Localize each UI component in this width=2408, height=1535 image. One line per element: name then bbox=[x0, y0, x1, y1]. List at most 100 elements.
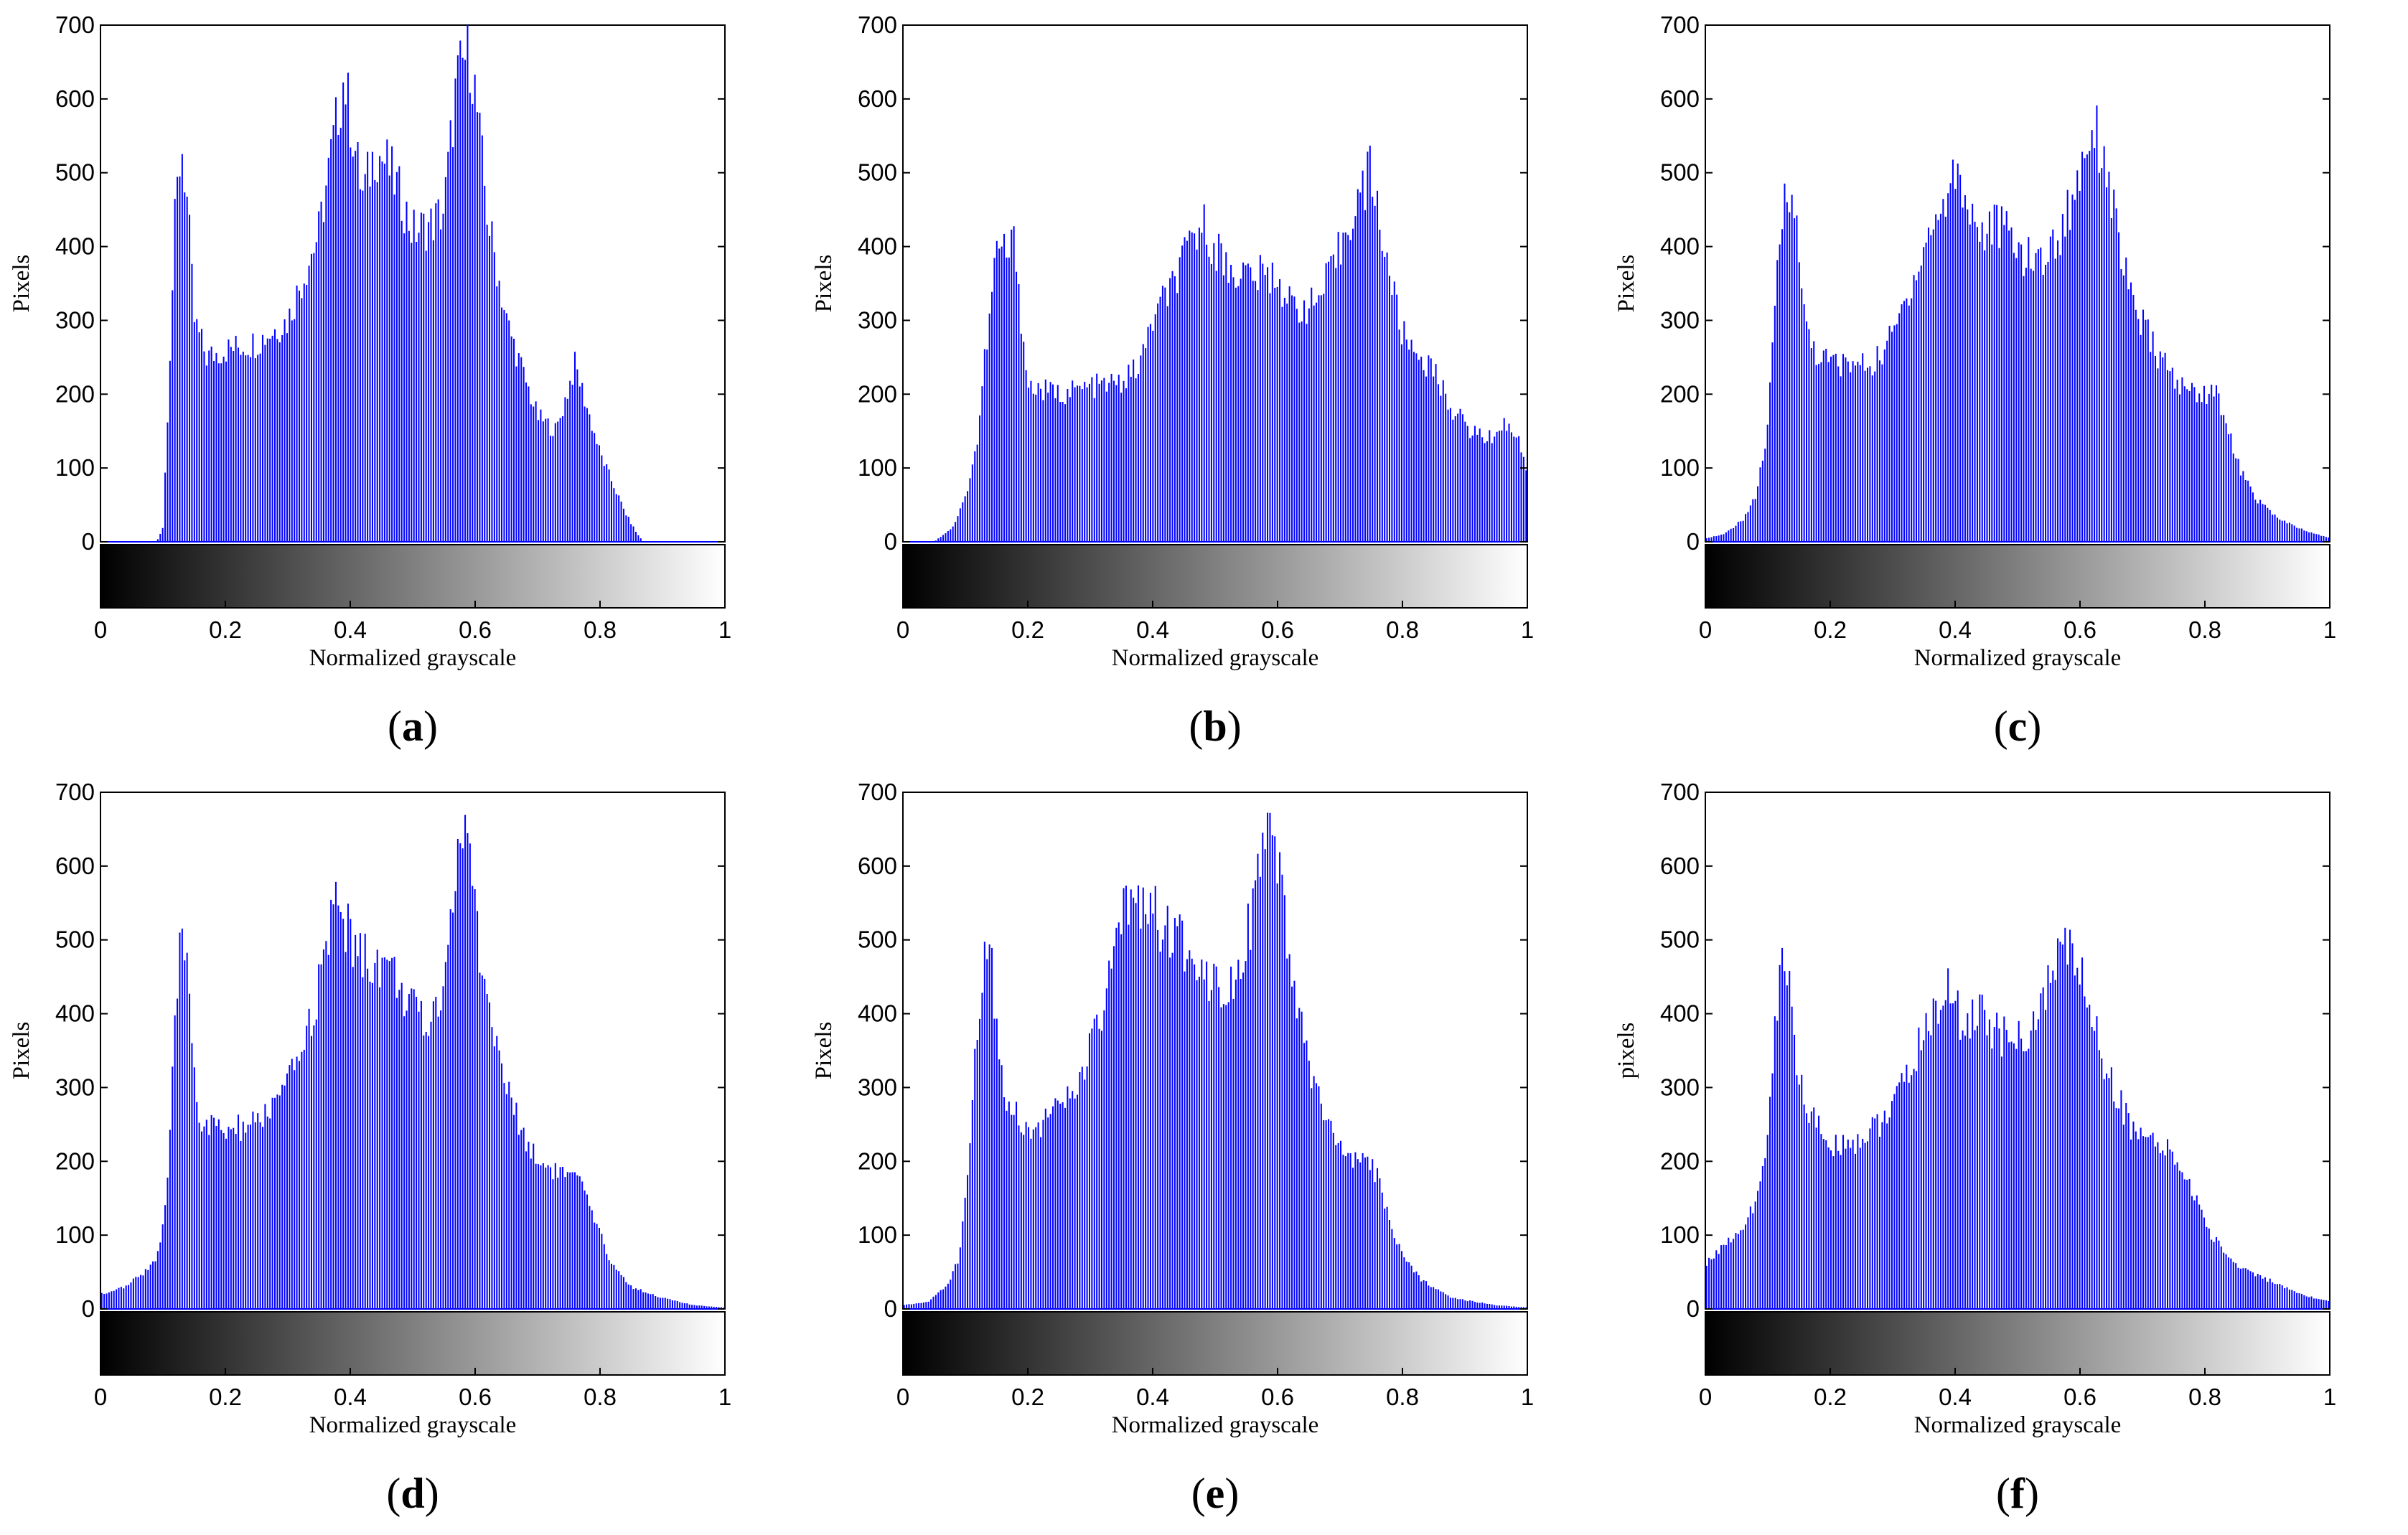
histogram-bar bbox=[1269, 812, 1271, 1309]
histogram-bar bbox=[1201, 959, 1203, 1309]
histogram-bar bbox=[1384, 256, 1386, 542]
histogram-bar bbox=[271, 335, 273, 542]
histogram-bar bbox=[1803, 1104, 1805, 1309]
histogram-bar bbox=[1023, 1135, 1025, 1309]
histogram-bar bbox=[1349, 240, 1351, 542]
histogram-bar bbox=[1247, 263, 1249, 542]
histogram-bar bbox=[1864, 370, 1866, 542]
histogram-bar bbox=[1850, 372, 1852, 542]
histogram-bar bbox=[1720, 1245, 1723, 1309]
histogram-bar bbox=[1491, 443, 1493, 542]
histogram-bar bbox=[398, 990, 400, 1309]
histogram-bar bbox=[1869, 1128, 1871, 1309]
histogram-bar bbox=[2225, 423, 2227, 542]
histogram-bar bbox=[362, 190, 364, 542]
histogram-bar bbox=[2267, 1282, 2269, 1309]
histogram-bar bbox=[2225, 1254, 2227, 1309]
histogram-bar bbox=[2227, 434, 2229, 542]
histogram-bar bbox=[484, 978, 486, 1309]
histogram-bar bbox=[1930, 235, 1932, 542]
histogram-bar bbox=[2074, 199, 2076, 542]
y-tick-label: 700 bbox=[1660, 779, 1700, 805]
x-tick-label: 1 bbox=[718, 1384, 731, 1410]
histogram-bar bbox=[2230, 433, 2232, 542]
histogram-bar bbox=[2269, 510, 2271, 542]
histogram-bar bbox=[1447, 409, 1449, 542]
histogram-bar bbox=[2045, 1010, 2047, 1309]
histogram-bar bbox=[1810, 348, 1812, 542]
histogram-bar bbox=[435, 203, 437, 542]
histogram-bar bbox=[1827, 1147, 1830, 1309]
histogram-bar bbox=[1311, 287, 1313, 542]
histogram-bar bbox=[581, 382, 584, 542]
histogram-bar bbox=[1303, 300, 1306, 542]
y-tick-label: 300 bbox=[858, 306, 897, 333]
y-tick-label: 200 bbox=[858, 380, 897, 407]
histogram-bar bbox=[1264, 275, 1266, 542]
histogram-bar bbox=[201, 1131, 203, 1309]
histogram-bar bbox=[1062, 401, 1064, 542]
histogram-bar bbox=[2035, 1030, 2037, 1309]
histogram-bar bbox=[1359, 1162, 1362, 1309]
histogram-bar bbox=[418, 1011, 420, 1309]
histogram-bar bbox=[559, 418, 561, 542]
histogram-bar bbox=[374, 179, 376, 542]
histogram-bar bbox=[1847, 1139, 1849, 1309]
histogram-bar bbox=[1264, 849, 1266, 1309]
histogram-bar bbox=[1801, 1074, 1803, 1309]
histogram-bar bbox=[1049, 382, 1051, 542]
histogram-bar bbox=[2089, 1004, 2091, 1309]
histogram-bar bbox=[1874, 371, 1876, 542]
histogram-bar bbox=[459, 40, 462, 542]
histogram-bar bbox=[1237, 286, 1240, 542]
histogram-bar bbox=[2113, 189, 2115, 542]
histogram-bar bbox=[1357, 189, 1359, 542]
histogram-bar bbox=[2203, 1217, 2205, 1309]
histogram-bar bbox=[2211, 385, 2213, 542]
histogram-bar bbox=[489, 235, 491, 542]
histogram-bar bbox=[286, 1073, 288, 1309]
histogram-bar bbox=[1032, 1129, 1034, 1309]
histogram-bar bbox=[298, 290, 300, 542]
histogram-bar bbox=[637, 1290, 640, 1309]
histogram-bar bbox=[1837, 366, 1840, 542]
histogram-bar bbox=[1337, 232, 1339, 542]
histogram-bar bbox=[915, 1303, 917, 1309]
histogram-bar bbox=[1420, 357, 1423, 542]
histogram-bar bbox=[1347, 235, 1349, 542]
x-tick-label: 0.2 bbox=[1011, 616, 1044, 643]
histogram-bar bbox=[167, 1177, 169, 1309]
histogram-bar bbox=[1179, 257, 1181, 542]
histogram-bar bbox=[1764, 449, 1766, 542]
histogram-bar bbox=[620, 1275, 622, 1309]
histogram-bar bbox=[1198, 977, 1200, 1309]
histogram-bar bbox=[1020, 334, 1022, 542]
histogram-bar bbox=[1522, 456, 1524, 542]
histogram-bar bbox=[196, 319, 198, 542]
histogram-bar bbox=[681, 1302, 683, 1309]
histogram-bar bbox=[1886, 1123, 1888, 1309]
histogram-bar bbox=[493, 1046, 495, 1309]
histogram-bar bbox=[2272, 1282, 2274, 1309]
histogram-bar bbox=[1169, 278, 1171, 542]
histogram-bar bbox=[120, 1287, 122, 1309]
histogram-bar bbox=[2318, 534, 2320, 542]
histogram-bar bbox=[986, 349, 988, 542]
histogram-bar bbox=[2033, 271, 2035, 542]
histogram-bar bbox=[1988, 211, 1990, 542]
histogram-bar bbox=[1008, 1101, 1010, 1309]
histogram-bar bbox=[2096, 1016, 2098, 1309]
histogram-bar bbox=[1035, 394, 1037, 542]
histogram-bar bbox=[1925, 243, 1927, 542]
histogram-bar bbox=[1222, 275, 1224, 542]
histogram-bar bbox=[147, 1269, 149, 1309]
histogram-bar bbox=[2208, 1228, 2210, 1309]
histogram-bar bbox=[969, 1143, 971, 1309]
histogram-bar bbox=[1791, 194, 1793, 542]
histogram-bar bbox=[538, 420, 540, 542]
histogram-bar bbox=[332, 904, 334, 1309]
histogram-bar bbox=[1771, 1073, 1774, 1309]
histogram-bar bbox=[1147, 924, 1149, 1309]
histogram-bar bbox=[469, 843, 471, 1309]
histogram-bar bbox=[1189, 230, 1191, 542]
